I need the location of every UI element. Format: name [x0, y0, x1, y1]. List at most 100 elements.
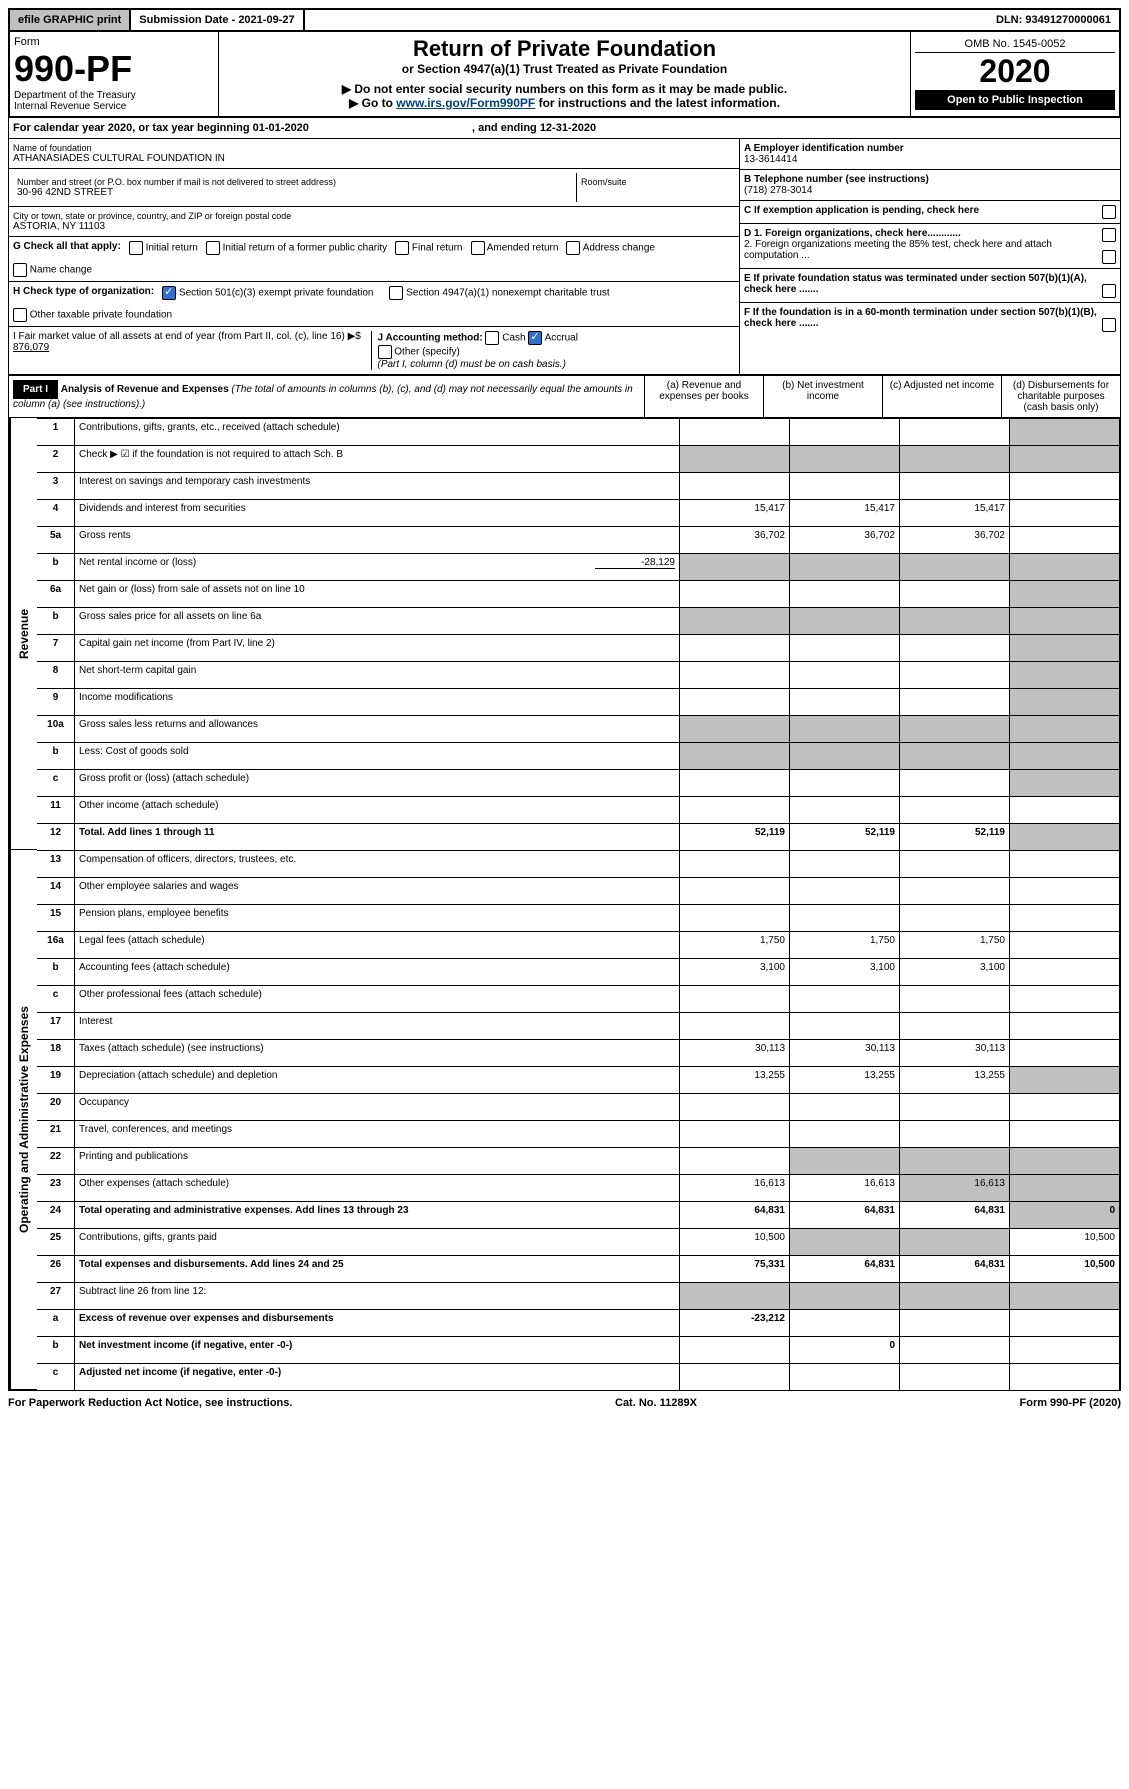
- col-b-12: [790, 742, 900, 769]
- desc-13: Gross profit or (loss) (attach schedule): [75, 769, 680, 796]
- checkbox-other-method[interactable]: [378, 345, 392, 359]
- col-a-34: [680, 1336, 790, 1363]
- col-c-35: [900, 1363, 1010, 1390]
- form-header: Form 990-PF Department of the Treasury I…: [8, 32, 1121, 118]
- checkbox-4947[interactable]: [389, 286, 403, 300]
- lineno-14: 11: [37, 796, 75, 823]
- col-d-25: [1010, 1093, 1120, 1120]
- col-a-32: [680, 1282, 790, 1309]
- desc-1: Check ▶ ☑ if the foundation is not requi…: [75, 445, 680, 472]
- col-b-24: 13,255: [790, 1066, 900, 1093]
- lineno-16: 13: [37, 850, 75, 877]
- col-c-31: 64,831: [900, 1255, 1010, 1282]
- h-opt-0: Section 501(c)(3) exempt private foundat…: [179, 288, 374, 299]
- sidelabel-revenue: Revenue: [9, 418, 37, 850]
- checkbox-address-change[interactable]: [566, 241, 580, 255]
- g-opt-1: Initial return of a former public charit…: [223, 243, 388, 254]
- checkbox-c[interactable]: [1102, 205, 1116, 219]
- form-subtitle: or Section 4947(a)(1) Trust Treated as P…: [223, 62, 906, 76]
- tax-year: 2020: [915, 53, 1115, 90]
- irs-link[interactable]: www.irs.gov/Form990PF: [396, 96, 535, 110]
- lineno-6: 6a: [37, 580, 75, 607]
- g-opt-2: Final return: [412, 243, 463, 254]
- checkbox-cash[interactable]: [485, 331, 499, 345]
- desc-6: Net gain or (loss) from sale of assets n…: [75, 580, 680, 607]
- col-d-header: (d) Disbursements for charitable purpose…: [1001, 376, 1120, 417]
- foundation-name-cell: Name of foundation ATHANASIADES CULTURAL…: [9, 139, 739, 169]
- col-d-5: [1010, 553, 1120, 580]
- col-d-29: 0: [1010, 1201, 1120, 1228]
- col-a-27: [680, 1147, 790, 1174]
- col-a-16: [680, 850, 790, 877]
- checkbox-e[interactable]: [1102, 284, 1116, 298]
- desc-19: Legal fees (attach schedule): [75, 931, 680, 958]
- col-d-21: [1010, 985, 1120, 1012]
- col-d-0: [1010, 418, 1120, 445]
- lineno-29: 24: [37, 1201, 75, 1228]
- desc-20: Accounting fees (attach schedule): [75, 958, 680, 985]
- h-opt-2: Other taxable private foundation: [30, 310, 172, 321]
- col-b-17: [790, 877, 900, 904]
- checkbox-other-taxable[interactable]: [13, 308, 27, 322]
- i-label: I Fair market value of all assets at end…: [13, 331, 361, 342]
- lineno-15: 12: [37, 823, 75, 850]
- col-d-1: [1010, 445, 1120, 472]
- header-form-col: Form 990-PF Department of the Treasury I…: [10, 32, 219, 116]
- col-b-25: [790, 1093, 900, 1120]
- col-a-24: 13,255: [680, 1066, 790, 1093]
- col-a-8: [680, 634, 790, 661]
- header-year-col: OMB No. 1545-0052 2020 Open to Public In…: [911, 32, 1119, 116]
- checkbox-name-change[interactable]: [13, 263, 27, 277]
- city-label: City or town, state or province, country…: [13, 211, 735, 221]
- col-d-16: [1010, 850, 1120, 877]
- col-d-19: [1010, 931, 1120, 958]
- checkbox-d2[interactable]: [1102, 250, 1116, 264]
- col-c-26: [900, 1120, 1010, 1147]
- desc-14: Other income (attach schedule): [75, 796, 680, 823]
- col-a-5: [680, 553, 790, 580]
- checkbox-final[interactable]: [395, 241, 409, 255]
- desc-31: Total expenses and disbursements. Add li…: [75, 1255, 680, 1282]
- col-a-33: -23,212: [680, 1309, 790, 1336]
- col-d-2: [1010, 472, 1120, 499]
- col-d-4: [1010, 526, 1120, 553]
- ein-value: 13-3614414: [744, 154, 797, 165]
- col-b-4: 36,702: [790, 526, 900, 553]
- header-title-col: Return of Private Foundation or Section …: [219, 32, 911, 116]
- col-a-0: [680, 418, 790, 445]
- street-address: 30-96 42ND STREET: [17, 187, 572, 198]
- g-opt-0: Initial return: [146, 243, 198, 254]
- col-c-30: [900, 1228, 1010, 1255]
- desc-3: Dividends and interest from securities: [75, 499, 680, 526]
- desc-29: Total operating and administrative expen…: [75, 1201, 680, 1228]
- col-a-21: [680, 985, 790, 1012]
- col-c-24: 13,255: [900, 1066, 1010, 1093]
- desc-21: Other professional fees (attach schedule…: [75, 985, 680, 1012]
- checkbox-f[interactable]: [1102, 318, 1116, 332]
- checkbox-initial-former[interactable]: [206, 241, 220, 255]
- info-right: A Employer identification number 13-3614…: [739, 139, 1120, 374]
- checkbox-d1[interactable]: [1102, 228, 1116, 242]
- col-a-14: [680, 796, 790, 823]
- col-c-17: [900, 877, 1010, 904]
- checkbox-amended[interactable]: [471, 241, 485, 255]
- checkbox-initial-return[interactable]: [129, 241, 143, 255]
- col-a-10: [680, 688, 790, 715]
- col-d-27: [1010, 1147, 1120, 1174]
- col-d-24: [1010, 1066, 1120, 1093]
- checkbox-accrual[interactable]: [528, 331, 542, 345]
- phone-value: (718) 278-3014: [744, 185, 812, 196]
- col-a-header: (a) Revenue and expenses per books: [644, 376, 763, 417]
- checkbox-501c3[interactable]: [162, 286, 176, 300]
- room-label: Room/suite: [581, 177, 731, 187]
- lineno-12: b: [37, 742, 75, 769]
- c-label: C If exemption application is pending, c…: [744, 205, 979, 216]
- col-c-32: [900, 1282, 1010, 1309]
- col-d-13: [1010, 769, 1120, 796]
- lineno-19: 16a: [37, 931, 75, 958]
- col-d-10: [1010, 688, 1120, 715]
- col-d-33: [1010, 1309, 1120, 1336]
- col-a-22: [680, 1012, 790, 1039]
- col-b-0: [790, 418, 900, 445]
- section-ij: I Fair market value of all assets at end…: [9, 327, 739, 374]
